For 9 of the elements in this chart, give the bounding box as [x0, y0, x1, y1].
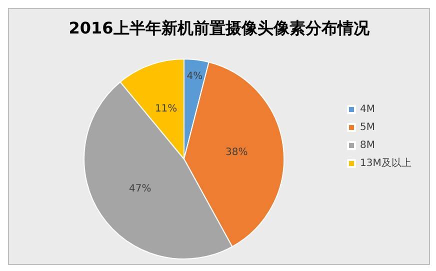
legend-label: 8M — [360, 140, 375, 151]
chart-title: 2016上半年新机前置摄像头像素分布情况 — [68, 18, 370, 38]
legend-label: 4M — [360, 104, 375, 115]
data-label: 11% — [154, 104, 178, 115]
legend-label: 5M — [360, 122, 375, 133]
data-label: 38% — [225, 146, 248, 158]
legend-label: 13M及以上 — [360, 157, 412, 169]
data-label: 47% — [129, 183, 152, 194]
data-label: 4% — [186, 70, 203, 82]
